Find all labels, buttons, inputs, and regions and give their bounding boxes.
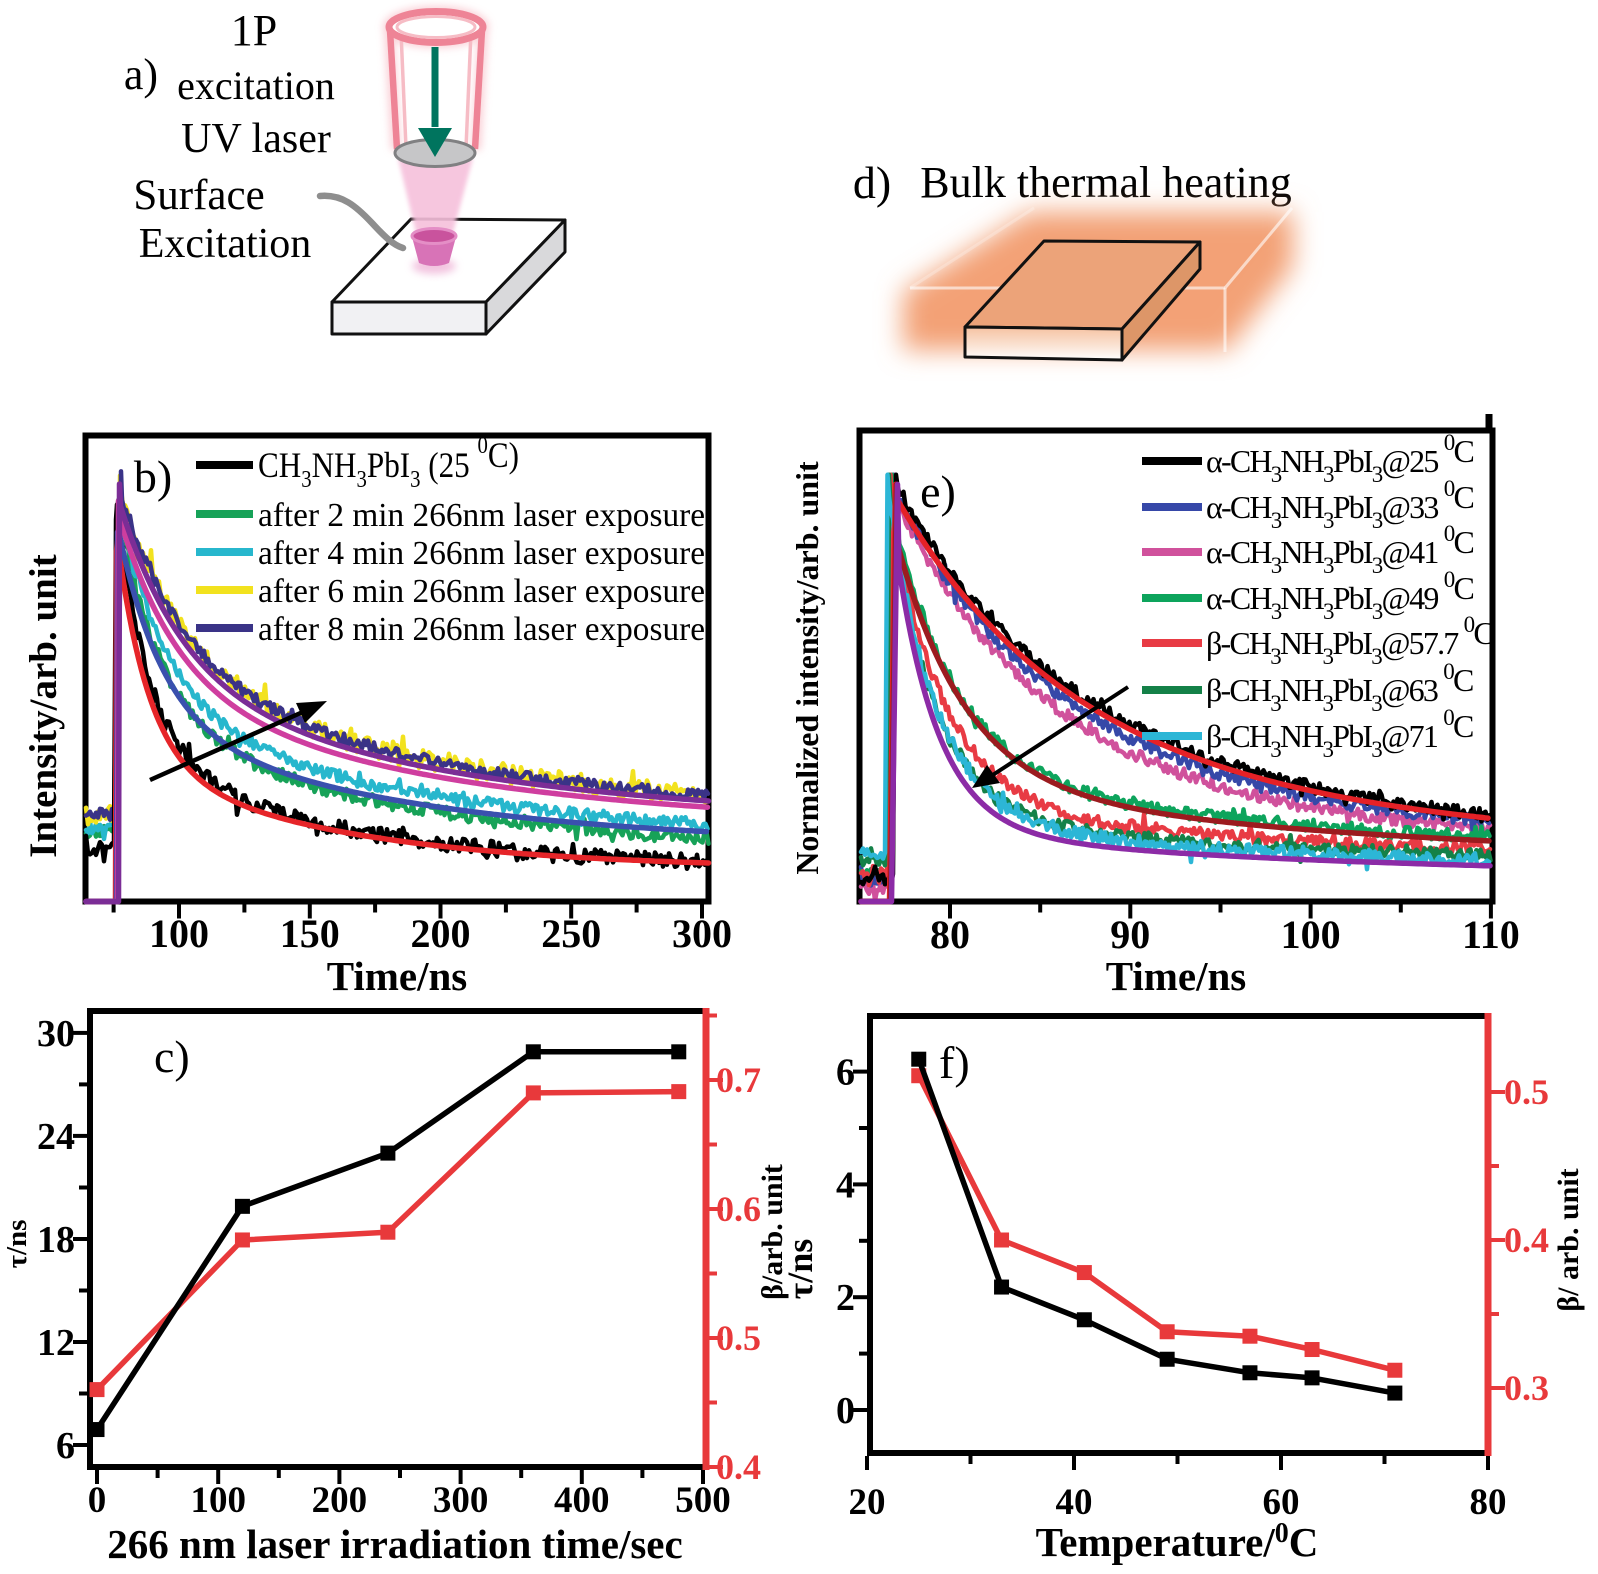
svg-text:200: 200 [411,911,471,956]
svg-text:100: 100 [190,1480,246,1521]
svg-text:τ/ns: τ/ns [1,1220,33,1269]
svg-text:150: 150 [280,911,340,956]
svg-text:2: 2 [836,1277,855,1319]
svg-text:β-CH3NH3PbI3@57.7 0C: β-CH3NH3PbI3@57.7 0C [1206,612,1493,669]
svg-text:Intensity/arb. unit: Intensity/arb. unit [22,554,65,857]
svg-text:a): a) [124,50,158,99]
svg-text:0.4: 0.4 [716,1447,761,1487]
svg-text:100: 100 [1281,912,1341,957]
svg-text:UV laser: UV laser [181,116,331,162]
svg-text:Bulk thermal heating: Bulk thermal heating [920,158,1291,207]
svg-text:0.5: 0.5 [1504,1072,1549,1112]
svg-text:80: 80 [1470,1482,1507,1523]
svg-text:500: 500 [675,1480,731,1521]
svg-text:Surface: Surface [133,172,264,219]
svg-text:24: 24 [37,1116,75,1158]
svg-text:0.7: 0.7 [716,1060,761,1100]
svg-text:4: 4 [836,1164,855,1206]
svg-text:110: 110 [1462,912,1520,957]
svg-text:Time/ns: Time/ns [1106,953,1247,999]
svg-text:400: 400 [554,1480,610,1521]
svg-text:Temperature/0C: Temperature/0C [1036,1518,1319,1565]
svg-text:6: 6 [56,1425,75,1467]
svg-text:after 8 min 266nm laser exposu: after 8 min 266nm laser exposure [258,611,705,648]
svg-text:0: 0 [836,1390,855,1432]
svg-text:τ/ns: τ/ns [780,1239,820,1300]
svg-text:0: 0 [88,1480,107,1521]
svg-text:12: 12 [37,1322,75,1364]
svg-text:after 2 min 266nm laser exposu: after 2 min 266nm laser exposure [258,497,705,534]
svg-text:266 nm laser irradiation time/: 266 nm laser irradiation time/sec [107,1521,682,1567]
svg-text:0.6: 0.6 [716,1189,761,1229]
svg-text:excitation: excitation [177,63,335,108]
svg-text:e): e) [920,466,956,517]
svg-text:80: 80 [930,912,970,957]
svg-text:20: 20 [849,1482,886,1523]
svg-text:Normalized intensity/arb. unit: Normalized intensity/arb. unit [789,461,825,875]
svg-text:18: 18 [37,1219,75,1261]
svg-text:300: 300 [672,911,732,956]
svg-text:d): d) [853,157,891,208]
svg-text:300: 300 [433,1480,489,1521]
svg-text:after 6 min 266nm laser exposu: after 6 min 266nm laser exposure [258,573,705,610]
svg-text:β/arb. unit: β/arb. unit [756,1164,789,1300]
svg-text:f): f) [939,1037,970,1088]
svg-text:1P: 1P [231,6,277,55]
svg-text:30: 30 [37,1013,75,1055]
svg-text:0.5: 0.5 [716,1318,761,1358]
svg-text:6: 6 [836,1052,855,1094]
svg-text:Time/ns: Time/ns [327,953,468,999]
svg-text:Excitation: Excitation [139,221,312,267]
svg-text:90: 90 [1110,912,1150,957]
svg-text:0.4: 0.4 [1504,1220,1549,1260]
svg-text:250: 250 [541,911,601,956]
svg-text:after 4 min 266nm laser exposu: after 4 min 266nm laser exposure [258,535,705,572]
svg-text:β/ arb. unit: β/ arb. unit [1552,1168,1585,1311]
svg-text:c): c) [154,1031,190,1082]
svg-text:0.3: 0.3 [1504,1368,1549,1408]
svg-text:b): b) [134,451,172,502]
svg-text:60: 60 [1263,1482,1300,1523]
svg-text:40: 40 [1056,1482,1093,1523]
svg-text:200: 200 [312,1480,368,1521]
svg-text:α-CH3NH3PbI3@41 0C: α-CH3NH3PbI3@41 0C [1206,521,1473,578]
svg-text:100: 100 [149,911,209,956]
